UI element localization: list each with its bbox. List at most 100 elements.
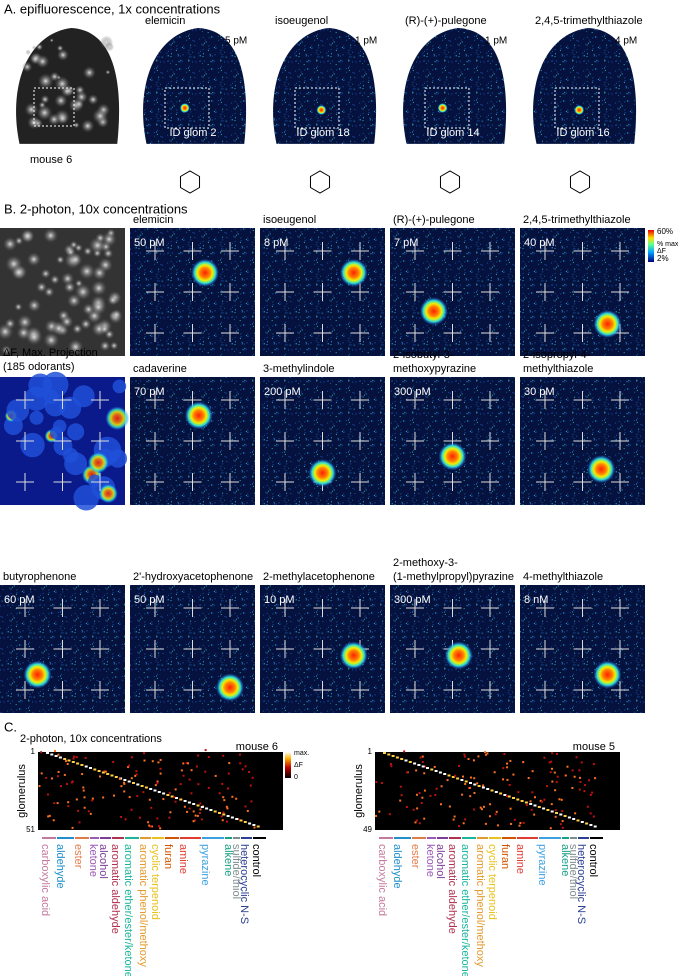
crosshair xyxy=(91,640,109,658)
concentration: 1 pM xyxy=(355,36,377,47)
crosshair xyxy=(276,242,294,261)
heatmap-cell xyxy=(468,786,471,789)
heatmap-cell xyxy=(400,794,403,797)
class-label: aldehyde xyxy=(54,844,66,889)
heatmap-cell xyxy=(218,812,221,814)
heatmap-cell xyxy=(412,808,415,811)
heatmap-cell xyxy=(571,786,574,789)
odorant-name: 4-methylthiazole xyxy=(523,571,603,583)
heatmap-cell xyxy=(499,792,503,795)
crosshair xyxy=(221,599,239,618)
heatmap-cell xyxy=(132,782,135,784)
odorant-name: 3-methylindole xyxy=(263,363,335,375)
heatmap-cell xyxy=(218,792,221,795)
crosshair xyxy=(221,432,239,450)
heatmap-cell xyxy=(222,796,225,799)
heatmap-cell xyxy=(144,786,148,789)
heatmap-cell xyxy=(80,764,84,766)
class-label: aromatic ether/ester/ketone xyxy=(459,844,471,976)
crosshair xyxy=(611,599,629,618)
odorant-name: 2,4,5-trimethylthiazole xyxy=(535,15,643,27)
heatmap-cell xyxy=(143,759,146,762)
odorant-name: 2-isobutyl-3- xyxy=(393,349,454,361)
cell xyxy=(92,248,102,258)
heatmap-cell xyxy=(516,798,520,801)
heatmap-cell xyxy=(543,798,546,801)
crosshair xyxy=(481,283,499,301)
cell xyxy=(26,252,41,267)
heatmap-cell xyxy=(390,765,393,768)
crosshair xyxy=(53,432,72,450)
heatmap-cell xyxy=(505,795,508,798)
response-spot xyxy=(308,459,337,487)
heatmap-cell xyxy=(57,753,60,756)
heatmap-cell xyxy=(200,818,203,821)
heatmap-cell xyxy=(588,779,591,782)
heatmap-cell xyxy=(83,796,86,799)
odorant-name: 2-methoxy-3- xyxy=(393,557,458,569)
heatmap-cell xyxy=(104,770,107,773)
crosshair xyxy=(406,599,424,618)
heatmap-cell xyxy=(220,815,223,818)
heatmap-cell xyxy=(127,766,130,769)
heatmap-cell xyxy=(540,800,543,803)
response-spot xyxy=(438,442,467,471)
heatmap-cell xyxy=(489,803,492,806)
heatmap-cell xyxy=(54,755,58,757)
class-label: cyclic terpenoid xyxy=(149,844,161,920)
cell xyxy=(108,449,128,468)
heatmap-cell xyxy=(553,771,556,774)
heatmap-cell xyxy=(67,801,70,804)
heatmap-cell xyxy=(440,785,443,788)
heatmap-cell xyxy=(520,800,524,802)
heatmap-cell xyxy=(188,807,191,810)
heatmap-cell xyxy=(40,772,43,775)
class-label: ester xyxy=(409,844,421,869)
heatmap-cell xyxy=(563,815,567,817)
cell xyxy=(40,94,50,104)
odorant-name: isoeugenol xyxy=(263,214,316,226)
heatmap-cell xyxy=(404,759,408,762)
heatmap-cell xyxy=(476,782,479,785)
heatmap-cell xyxy=(551,752,554,755)
heatmap-cell xyxy=(82,786,85,789)
heatmap-cell xyxy=(106,773,110,775)
heatmap-cell xyxy=(435,787,438,790)
heatmap-cell xyxy=(583,790,586,793)
heatmap-cell xyxy=(524,801,528,804)
heatmap-cell xyxy=(573,775,576,778)
odorant-name: isoeugenol xyxy=(275,15,328,27)
heatmap-cell xyxy=(225,805,228,808)
heatmap-cell xyxy=(502,767,505,770)
crosshair xyxy=(146,242,164,261)
heatmap-cell xyxy=(414,821,417,824)
heatmap-cell xyxy=(135,773,138,776)
heatmap-cell xyxy=(494,813,497,816)
heatmap-cell xyxy=(421,760,424,763)
heatmap-cell xyxy=(47,815,50,818)
heatmap-cell xyxy=(495,810,498,813)
crosshair xyxy=(443,323,462,342)
heatmap-cell xyxy=(555,812,558,814)
crosshair xyxy=(536,242,554,261)
crosshair xyxy=(351,323,369,342)
crosshair xyxy=(313,242,332,261)
heatmap-cell xyxy=(162,792,166,795)
cell xyxy=(83,246,93,256)
heatmap-cell xyxy=(452,818,455,821)
heatmap-cell xyxy=(207,786,210,789)
crosshair xyxy=(221,283,239,301)
heatmap-cell xyxy=(127,780,131,783)
glomerulus-spot xyxy=(179,103,190,113)
crosshair xyxy=(481,472,499,491)
response-spot xyxy=(339,641,368,670)
heatmap-cell xyxy=(174,800,177,803)
heatmap-cell xyxy=(153,789,157,792)
heatmap-cell xyxy=(546,809,550,811)
row-last: 51 xyxy=(26,825,35,834)
heatmap-cell xyxy=(462,775,465,778)
class-label: ketone xyxy=(87,844,99,877)
heatmap-cell xyxy=(558,798,561,801)
heatmap-cell xyxy=(150,825,153,828)
heatmap-cell xyxy=(149,825,152,828)
